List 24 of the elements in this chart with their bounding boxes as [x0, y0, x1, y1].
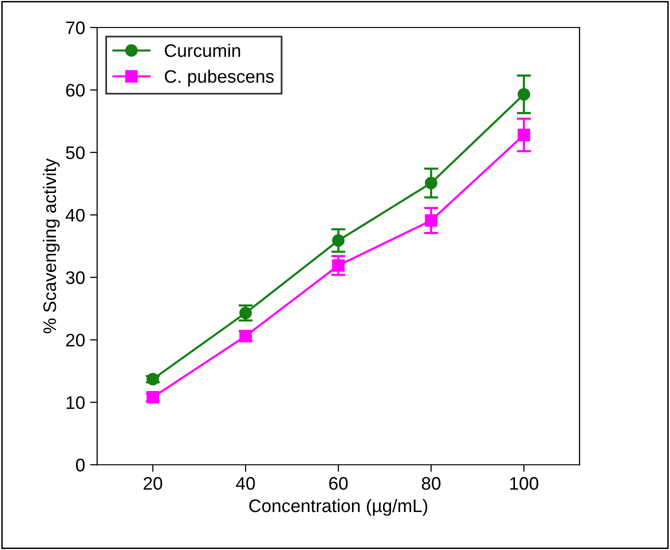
point — [518, 88, 530, 101]
x-tick-label: 40 — [236, 477, 255, 490]
y-tick-label: 60 — [66, 84, 85, 97]
point — [332, 259, 345, 272]
y-tick-label: 20 — [66, 334, 85, 347]
x-tick-label: 20 — [144, 477, 162, 490]
y-tick-label: 40 — [66, 208, 85, 222]
x-tick-label: 80 — [422, 477, 440, 490]
y-tick-label: 30 — [66, 271, 85, 284]
legend-label: Curcumin — [164, 44, 240, 58]
x-axis-title: Concentration (µg/mL) — [249, 498, 428, 516]
point — [424, 176, 438, 190]
point — [332, 234, 345, 247]
point — [424, 214, 438, 227]
legend-label: C. pubescens — [164, 70, 274, 86]
point — [146, 372, 160, 386]
y-tick-label: 0 — [76, 458, 85, 472]
y-axis-title: % Scavenging activity — [42, 158, 60, 334]
point — [518, 128, 530, 142]
x-tick-label: 100 — [510, 477, 538, 490]
y-tick-label: 10 — [66, 396, 85, 410]
y-tick-label: 50 — [66, 146, 85, 160]
y-tick-label: 70 — [66, 21, 85, 34]
x-tick-label: 60 — [329, 477, 348, 490]
